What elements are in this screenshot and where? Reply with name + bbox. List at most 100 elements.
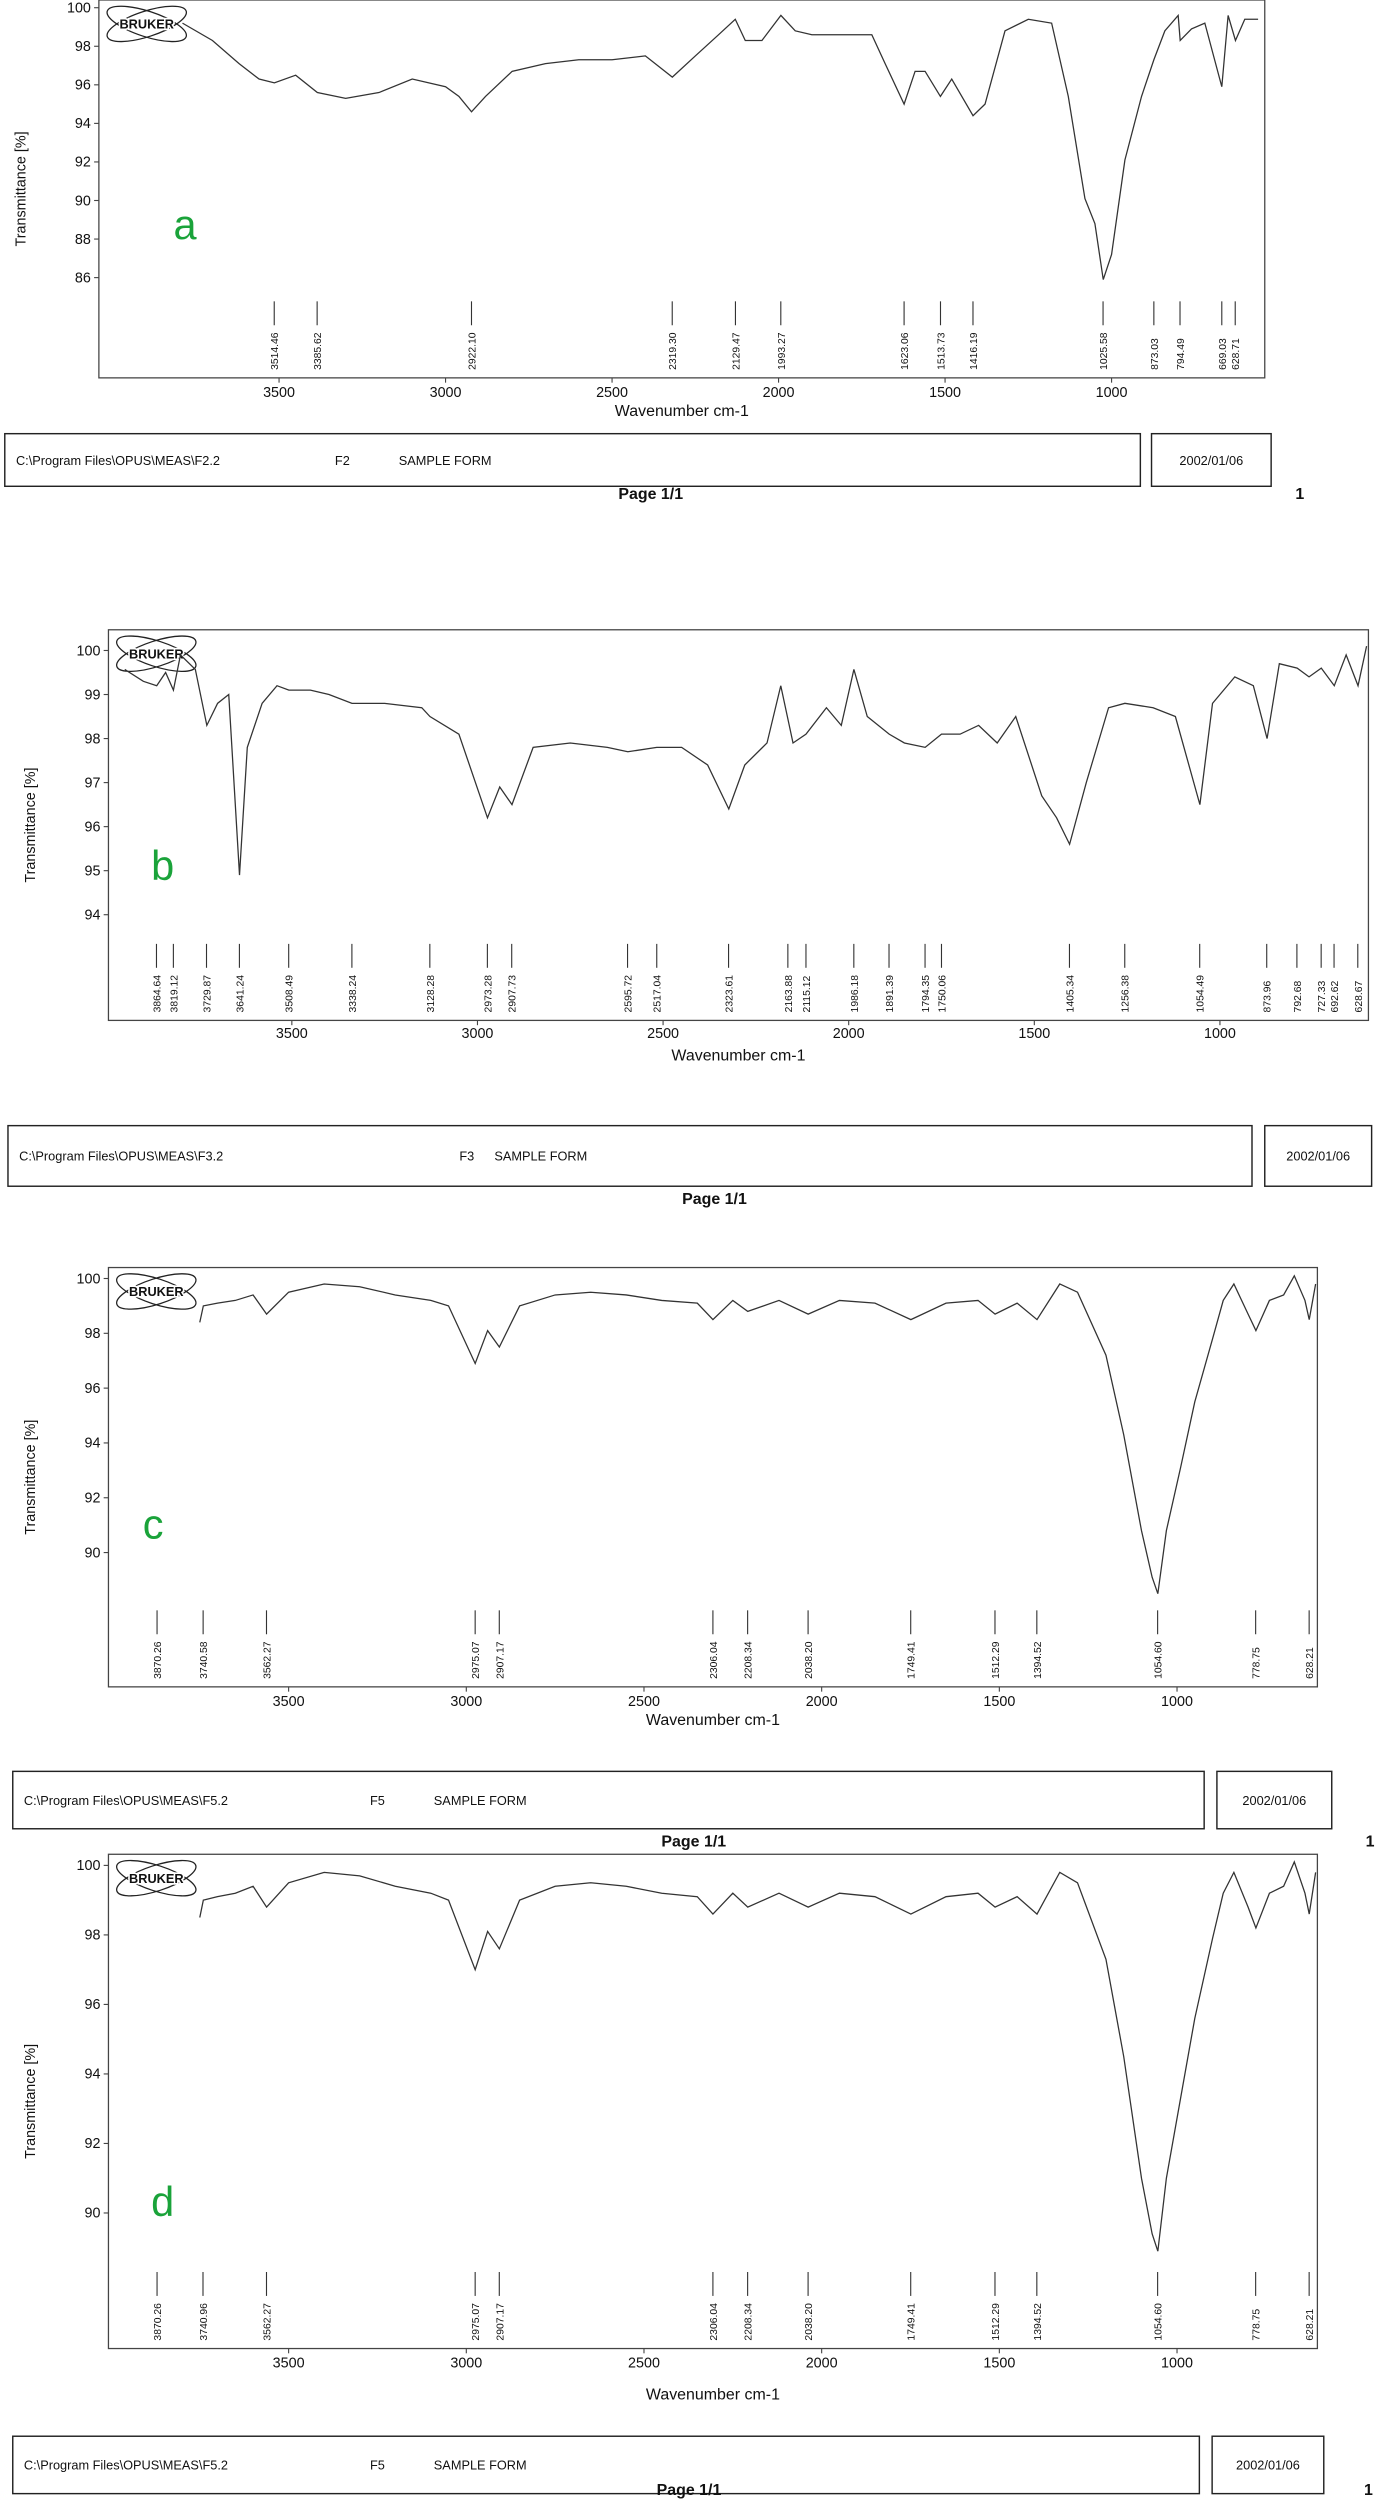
x-tick-label: 3000 — [450, 2356, 482, 2372]
y-tick-label: 92 — [75, 155, 91, 171]
sample-name: F5 — [370, 1793, 385, 1808]
y-tick-label: 99 — [85, 687, 101, 703]
peak-label: 792.68 — [1293, 981, 1304, 1013]
x-tick-label: 3000 — [430, 385, 462, 401]
page-label: Page 1/1 — [618, 486, 683, 503]
peak-label: 3864.64 — [152, 975, 163, 1013]
peak-label: 2163.88 — [784, 975, 795, 1013]
peak-label: 1394.52 — [1033, 1641, 1044, 1679]
peak-label: 873.96 — [1263, 981, 1274, 1013]
page-number: 1 — [1295, 486, 1304, 503]
peak-label: 2907.17 — [495, 2303, 506, 2341]
panel-label: a — [173, 201, 197, 248]
page-number: 1 — [1364, 2482, 1373, 2499]
peak-label: 1794.35 — [921, 975, 932, 1013]
y-tick-label: 94 — [75, 116, 91, 132]
peak-label: 1416.19 — [969, 332, 980, 370]
plot-frame — [107, 1853, 1319, 2350]
x-axis-label: Wavenumber cm-1 — [615, 403, 749, 420]
peak-label: 2038.20 — [804, 1641, 815, 1679]
logo-orbit — [106, 5, 188, 43]
y-tick-label: 98 — [85, 1326, 101, 1342]
peak-label: 1054.49 — [1196, 975, 1207, 1013]
y-tick-label: 100 — [67, 0, 91, 16]
logo-text: BRUKER — [129, 1284, 184, 1299]
file-path: C:\Program Files\OPUS\MEAS\F5.2 — [24, 1793, 228, 1808]
peak-label: 3514.46 — [270, 332, 281, 370]
peak-label: 1256.38 — [1121, 975, 1132, 1013]
panel-label: c — [143, 1501, 164, 1548]
peak-label: 2975.07 — [471, 2303, 482, 2341]
file-path: C:\Program Files\OPUS\MEAS\F3.2 — [19, 1149, 223, 1164]
peak-label: 2922.10 — [467, 332, 478, 370]
x-tick-label: 2500 — [647, 1026, 679, 1042]
peak-label: 1513.73 — [936, 332, 947, 370]
logo-orbit — [116, 1273, 197, 1310]
peak-label: 2517.04 — [653, 975, 664, 1013]
x-tick-label: 3500 — [273, 2356, 305, 2372]
peak-label: 2907.17 — [495, 1641, 506, 1679]
peak-label: 2973.28 — [483, 975, 494, 1013]
y-tick-label: 86 — [75, 270, 91, 286]
x-tick-label: 3500 — [273, 1694, 305, 1710]
y-tick-label: 96 — [85, 1997, 101, 2013]
peak-label: 3562.27 — [262, 2303, 273, 2341]
spectrum-line — [124, 645, 1368, 876]
peak-label: 2306.04 — [709, 1641, 720, 1679]
peak-label: 3508.49 — [285, 975, 296, 1013]
panel: 90 92 94 96 98 100 3500 3000 2500 2000 1500 1000 Tra… — [12, 1266, 1375, 1850]
peak-label: 2038.20 — [804, 2303, 815, 2341]
x-tick-label: 1000 — [1204, 1026, 1236, 1042]
x-tick-label: 1000 — [1161, 1694, 1193, 1710]
footer-box — [12, 2435, 1201, 2495]
date: 2002/01/06 — [1286, 1149, 1350, 1164]
y-tick-label: 100 — [77, 643, 101, 659]
plot-frame — [98, 0, 1266, 379]
y-tick-label: 95 — [85, 863, 101, 879]
plot-frame — [107, 1266, 1319, 1688]
peak-label: 778.75 — [1252, 1647, 1263, 1679]
peak-label: 2319.30 — [668, 332, 679, 370]
panel-label: d — [151, 2178, 174, 2225]
sample-name: F3 — [459, 1149, 474, 1164]
peak-label: 2306.04 — [709, 2303, 720, 2341]
peak-label: 1394.52 — [1033, 2303, 1044, 2341]
x-tick-label: 2500 — [628, 1694, 660, 1710]
y-tick-label: 94 — [85, 2067, 101, 2083]
spectrum-line — [199, 1860, 1317, 2252]
y-tick-label: 88 — [75, 232, 91, 248]
x-tick-label: 2500 — [596, 385, 628, 401]
peak-label: 628.71 — [1231, 338, 1242, 370]
panel: 86 88 90 92 94 96 98 100 3500 3000 2500 2000 1500 100… — [4, 0, 1304, 503]
sample-name: F2 — [335, 453, 350, 468]
page-label: Page 1/1 — [657, 2482, 722, 2499]
x-axis-label: Wavenumber cm-1 — [646, 1712, 780, 1729]
date: 2002/01/06 — [1236, 2458, 1300, 2473]
y-tick-label: 98 — [85, 731, 101, 747]
peak-label: 794.49 — [1176, 338, 1187, 370]
logo-orbit — [116, 1273, 197, 1310]
x-tick-label: 3500 — [276, 1026, 308, 1042]
peak-label: 2208.34 — [744, 1641, 755, 1679]
y-axis-label: Transmittance [%] — [23, 1420, 39, 1535]
sample-form: SAMPLE FORM — [434, 2458, 527, 2473]
y-tick-label: 94 — [85, 1436, 101, 1452]
peak-label: 1025.58 — [1099, 332, 1110, 370]
logo-orbit — [106, 5, 188, 43]
x-tick-label: 1500 — [929, 385, 961, 401]
peak-label: 3128.28 — [426, 975, 437, 1013]
y-tick-label: 90 — [75, 193, 91, 209]
y-tick-label: 94 — [85, 907, 101, 923]
peak-label: 628.21 — [1305, 1647, 1316, 1679]
x-tick-label: 2000 — [806, 2356, 838, 2372]
logo-orbit — [116, 635, 197, 672]
y-tick-label: 98 — [85, 1928, 101, 1944]
peak-label: 2907.73 — [508, 975, 519, 1013]
logo-orbit — [116, 1859, 197, 1897]
peak-label: 1749.41 — [907, 1641, 918, 1679]
y-tick-label: 96 — [85, 1381, 101, 1397]
spectrum-line — [182, 13, 1259, 280]
y-axis-label: Transmittance [%] — [14, 131, 30, 246]
